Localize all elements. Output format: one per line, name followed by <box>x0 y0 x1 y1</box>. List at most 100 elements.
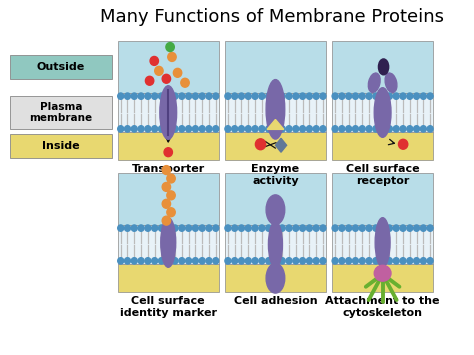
Circle shape <box>162 74 171 83</box>
Bar <box>332 173 433 225</box>
Circle shape <box>353 225 358 231</box>
Circle shape <box>162 199 171 208</box>
Circle shape <box>353 93 358 99</box>
Circle shape <box>279 93 285 99</box>
Ellipse shape <box>374 88 391 137</box>
Circle shape <box>199 93 205 99</box>
Circle shape <box>393 93 399 99</box>
Bar <box>332 225 433 264</box>
Circle shape <box>293 258 299 264</box>
Ellipse shape <box>385 73 397 92</box>
Polygon shape <box>267 120 284 129</box>
Circle shape <box>225 225 231 231</box>
Circle shape <box>373 93 379 99</box>
Bar <box>225 264 326 292</box>
Circle shape <box>179 225 185 231</box>
Circle shape <box>359 126 365 132</box>
Ellipse shape <box>378 59 389 75</box>
Circle shape <box>199 225 205 231</box>
Circle shape <box>186 258 191 264</box>
Circle shape <box>118 258 124 264</box>
Circle shape <box>273 93 278 99</box>
Circle shape <box>206 93 212 99</box>
Circle shape <box>146 76 154 85</box>
Circle shape <box>346 225 352 231</box>
Bar <box>225 41 326 93</box>
Circle shape <box>414 225 419 231</box>
Circle shape <box>346 126 352 132</box>
Circle shape <box>366 93 372 99</box>
Circle shape <box>286 126 292 132</box>
Circle shape <box>172 225 178 231</box>
Circle shape <box>273 225 278 231</box>
Circle shape <box>225 126 231 132</box>
FancyBboxPatch shape <box>10 95 112 129</box>
Circle shape <box>118 126 124 132</box>
Circle shape <box>259 258 265 264</box>
Circle shape <box>232 225 237 231</box>
Circle shape <box>265 93 272 99</box>
Circle shape <box>150 56 158 65</box>
Circle shape <box>393 258 399 264</box>
Circle shape <box>373 225 379 231</box>
Circle shape <box>125 93 130 99</box>
Circle shape <box>118 93 124 99</box>
Circle shape <box>399 139 408 149</box>
Circle shape <box>320 126 326 132</box>
Circle shape <box>172 93 178 99</box>
Circle shape <box>158 126 164 132</box>
Circle shape <box>332 225 338 231</box>
Circle shape <box>339 93 345 99</box>
Circle shape <box>293 93 299 99</box>
Circle shape <box>167 191 175 200</box>
Circle shape <box>259 93 265 99</box>
Text: Transporter: Transporter <box>132 164 205 174</box>
Circle shape <box>186 225 191 231</box>
Bar <box>118 132 219 160</box>
Circle shape <box>313 258 319 264</box>
Text: Plasma
membrane: Plasma membrane <box>29 102 92 123</box>
Circle shape <box>206 258 212 264</box>
Circle shape <box>125 225 130 231</box>
Circle shape <box>165 225 171 231</box>
Circle shape <box>145 126 151 132</box>
Circle shape <box>313 126 319 132</box>
Circle shape <box>213 258 219 264</box>
Text: Attachment to the
cytoskeleton: Attachment to the cytoskeleton <box>325 296 440 318</box>
Polygon shape <box>275 138 287 152</box>
Circle shape <box>131 93 137 99</box>
Circle shape <box>300 258 306 264</box>
Circle shape <box>346 258 352 264</box>
Circle shape <box>353 258 358 264</box>
Circle shape <box>158 258 164 264</box>
Bar <box>332 41 433 93</box>
Circle shape <box>306 225 312 231</box>
Circle shape <box>300 126 306 132</box>
Circle shape <box>359 258 365 264</box>
Circle shape <box>162 182 171 191</box>
Circle shape <box>293 225 299 231</box>
Circle shape <box>380 126 386 132</box>
Circle shape <box>131 225 137 231</box>
Bar <box>118 225 219 264</box>
Circle shape <box>162 165 171 175</box>
Bar <box>118 264 219 292</box>
Bar <box>332 132 433 160</box>
Circle shape <box>131 258 137 264</box>
Circle shape <box>162 216 171 225</box>
Circle shape <box>380 258 386 264</box>
Text: Outside: Outside <box>37 62 85 72</box>
Circle shape <box>225 258 231 264</box>
Circle shape <box>179 126 185 132</box>
Circle shape <box>400 225 406 231</box>
Circle shape <box>400 258 406 264</box>
Circle shape <box>339 126 345 132</box>
Circle shape <box>313 93 319 99</box>
Circle shape <box>232 258 237 264</box>
Circle shape <box>192 258 199 264</box>
Circle shape <box>366 126 372 132</box>
Circle shape <box>400 126 406 132</box>
Circle shape <box>320 225 326 231</box>
Circle shape <box>252 225 258 231</box>
Circle shape <box>265 126 272 132</box>
